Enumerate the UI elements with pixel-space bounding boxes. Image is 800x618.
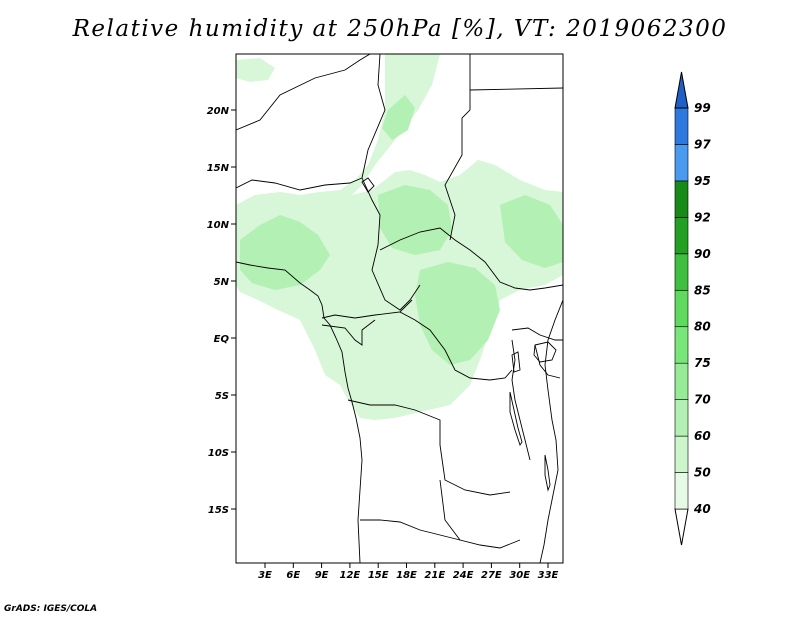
- colorbar-level-label: 97: [694, 137, 711, 151]
- lake-albert: [511, 351, 521, 373]
- coastline-east-africa: [539, 299, 563, 563]
- lon-label: 12E: [340, 570, 361, 581]
- colorbar-level-label: 99: [694, 101, 711, 115]
- lon-label: 21E: [424, 570, 445, 581]
- lat-label: 5N: [214, 277, 230, 288]
- lon-label: 9E: [315, 570, 329, 581]
- colorbar-segment: [674, 217, 689, 255]
- border-great-lakes: [511, 339, 531, 461]
- lon-label: 24E: [453, 570, 474, 581]
- lat-label: 10N: [207, 220, 230, 231]
- rh-core-center: [378, 185, 452, 255]
- latitude-axis: 20N 15N 10N 5N EQ 5S 10S 15S: [207, 106, 236, 516]
- lat-label: 15S: [208, 505, 229, 516]
- lake-chad: [361, 177, 375, 193]
- colorbar: 40 50 60 70 75 80 85 90 92 95 97 99: [674, 71, 711, 546]
- lake-victoria: [533, 341, 557, 363]
- border-sudan-east: [469, 87, 563, 91]
- lake-tanganyika: [509, 391, 523, 447]
- lakes: [361, 177, 557, 492]
- lon-label: 15E: [368, 570, 389, 581]
- lon-label: 30E: [509, 570, 530, 581]
- coastline-west-africa: [236, 261, 363, 563]
- map-title: Relative humidity at 250hPa [%], VT: 201…: [72, 16, 728, 42]
- colorbar-segment: [674, 472, 689, 510]
- colorbar-level-label: 50: [694, 466, 711, 480]
- lat-label: 5S: [215, 391, 229, 402]
- lat-label: 20N: [207, 106, 230, 117]
- border-drc-angola: [347, 399, 511, 496]
- lat-label: 15N: [207, 163, 230, 174]
- rh-core-east: [415, 262, 500, 365]
- colorbar-lower-extension: [674, 508, 689, 546]
- border-egypt: [444, 54, 471, 241]
- colorbar-segment: [674, 180, 689, 218]
- colorbar-level-label: 60: [694, 429, 711, 443]
- lon-label: 18E: [396, 570, 417, 581]
- colorbar-segment: [674, 435, 689, 473]
- border-congo: [321, 299, 413, 319]
- border-car-south: [379, 227, 563, 291]
- border-uganda: [511, 327, 563, 341]
- border-chad-car: [361, 177, 421, 311]
- colorbar-level-label: 70: [694, 393, 711, 407]
- lon-label: 27E: [481, 570, 502, 581]
- rh-core-north: [382, 95, 415, 140]
- colorbar-upper-extension: [674, 71, 689, 109]
- plot-frame: [235, 53, 564, 564]
- humidity-shading: [236, 54, 563, 420]
- rh-field-northwest: [236, 58, 275, 82]
- border-zambia: [439, 479, 521, 549]
- colorbar-level-label: 92: [694, 210, 711, 224]
- border-drc-north: [399, 311, 513, 381]
- colorbar-segment: [674, 253, 689, 291]
- border-angola-south: [360, 519, 461, 541]
- lon-label: 6E: [286, 570, 300, 581]
- colorbar-segment: [674, 289, 689, 328]
- lat-label: 10S: [208, 448, 229, 459]
- border-sahel: [236, 177, 363, 191]
- colorbar-segment: [674, 326, 689, 364]
- rh-core-far-east: [500, 195, 563, 268]
- colorbar-level-label: 75: [694, 356, 711, 370]
- colorbar-segment: [674, 107, 689, 145]
- lat-label: EQ: [214, 334, 230, 345]
- border-gabon: [321, 319, 376, 346]
- colorbar-level-label: 80: [694, 320, 711, 334]
- colorbar-segment: [674, 362, 689, 400]
- colorbar-level-label: 40: [693, 502, 711, 516]
- grads-credit: GrADS: IGES/COLA: [4, 604, 98, 614]
- colorbar-segment: [674, 399, 689, 437]
- border-libya-chad: [361, 54, 386, 179]
- colorbar-level-label: 95: [694, 174, 711, 188]
- map-borders: [236, 54, 563, 563]
- lon-label: 3E: [258, 570, 272, 581]
- colorbar-level-label: 90: [694, 247, 711, 261]
- rh-core-west: [240, 215, 330, 290]
- border-kenya: [534, 344, 561, 379]
- border-north: [236, 54, 371, 131]
- lon-label: 33E: [538, 570, 559, 581]
- lake-malawi: [544, 454, 551, 492]
- colorbar-level-label: 85: [694, 283, 711, 297]
- colorbar-segment: [674, 144, 689, 182]
- longitude-axis: 3E 6E 9E 12E 15E 18E 21E 24E 27E 30E 33E: [258, 563, 559, 581]
